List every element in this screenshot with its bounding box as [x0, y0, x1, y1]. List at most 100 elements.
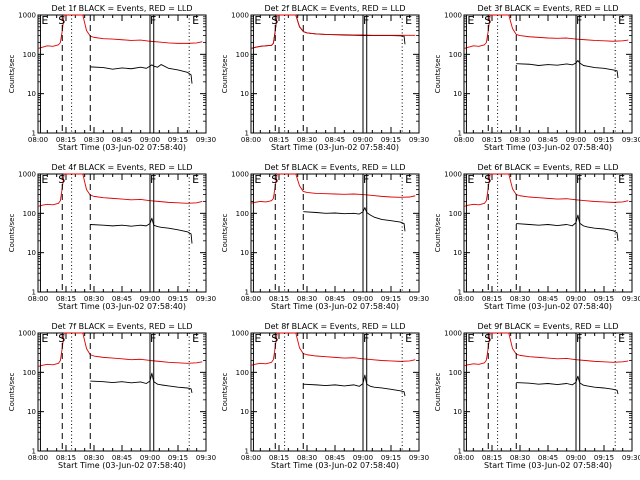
x-tick-label: 08:00 [28, 136, 48, 144]
x-tick-label: 08:30 [510, 454, 530, 462]
x-tick-label: 09:00 [140, 136, 160, 144]
marker-label-e: E [254, 173, 261, 186]
y-tick-label: 1 [245, 448, 249, 456]
marker-label-e: E [41, 173, 48, 186]
y-tick-label: 1 [245, 130, 249, 138]
lld-series-line [37, 332, 203, 368]
x-axis-label: Start Time (03-Jun-02 07:58:40) [484, 302, 612, 311]
x-tick-label: 09:15 [381, 454, 401, 462]
x-axis-label: Start Time (03-Jun-02 07:58:40) [484, 461, 612, 470]
chart-panel-9: Det 9f BLACK = Events, RED = LLD 1 10 100 10… [434, 322, 640, 470]
events-series-line [303, 374, 406, 397]
marker-label-e: E [618, 14, 625, 27]
chart-panel-6: Det 6f BLACK = Events, RED = LLD 1 10 100 10… [434, 163, 640, 311]
x-tick-label: 09:30 [409, 295, 429, 303]
y-tick-label: 1 [32, 130, 36, 138]
x-tick-label: 08:15 [269, 295, 289, 303]
y-tick-label: 10 [240, 408, 249, 416]
lld-series-line [250, 14, 416, 50]
x-tick-label: 08:45 [538, 136, 558, 144]
y-tick-label: 1000 [18, 330, 36, 338]
y-axis-label: Counts/sec [8, 55, 16, 94]
x-tick-label: 09:00 [140, 295, 160, 303]
x-tick-label: 09:30 [196, 136, 216, 144]
y-tick-label: 10 [240, 249, 249, 257]
y-axis-label: Counts/sec [221, 214, 229, 253]
marker-label-s: S [58, 332, 65, 345]
x-axis-label: Start Time (03-Jun-02 07:58:40) [271, 143, 399, 152]
chart-panel-2: Det 2f BLACK = Events, RED = LLD 1 10 100 10… [221, 4, 429, 152]
x-tick-label: 08:30 [297, 295, 317, 303]
lld-series-line [463, 332, 629, 367]
x-tick-label: 08:45 [325, 454, 345, 462]
x-tick-label: 08:15 [269, 136, 289, 144]
y-tick-label: 100 [236, 369, 249, 377]
x-tick-label: 08:30 [297, 454, 317, 462]
x-tick-label: 08:15 [482, 295, 502, 303]
y-tick-label: 100 [449, 210, 462, 218]
x-tick-label: 08:00 [241, 136, 261, 144]
y-tick-label: 100 [23, 210, 36, 218]
y-tick-label: 1 [32, 448, 36, 456]
panel-title: Det 8f BLACK = Events, RED = LLD [264, 322, 405, 331]
plot-frame [37, 332, 207, 452]
x-tick-label: 09:15 [168, 295, 188, 303]
lld-series-line [463, 14, 629, 50]
x-axis-label: Start Time (03-Jun-02 07:58:40) [271, 302, 399, 311]
x-tick-label: 09:15 [381, 136, 401, 144]
y-tick-label: 1000 [231, 330, 249, 338]
y-tick-label: 1 [458, 448, 462, 456]
marker-label-s: S [271, 14, 278, 27]
x-tick-label: 09:00 [140, 454, 160, 462]
marker-label-f: F [363, 14, 369, 27]
events-series-line [90, 64, 193, 84]
panel-title: Det 7f BLACK = Events, RED = LLD [51, 322, 192, 331]
x-tick-label: 09:30 [409, 454, 429, 462]
x-tick-label: 08:45 [325, 136, 345, 144]
marker-label-s: S [271, 332, 278, 345]
x-tick-label: 08:30 [297, 136, 317, 144]
y-tick-label: 1 [458, 289, 462, 297]
marker-label-e: E [467, 173, 474, 186]
x-tick-label: 09:30 [409, 136, 429, 144]
x-tick-label: 09:15 [168, 454, 188, 462]
x-tick-label: 09:00 [566, 295, 586, 303]
lld-series-line [250, 173, 416, 204]
chart-panel-1: Det 1f BLACK = Events, RED = LLD 1 10 100 10… [8, 4, 216, 152]
y-tick-label: 100 [449, 51, 462, 59]
marker-label-e: E [254, 14, 261, 27]
x-tick-label: 08:45 [538, 295, 558, 303]
x-tick-label: 08:00 [454, 295, 474, 303]
events-series-line [90, 217, 193, 244]
x-tick-label: 09:30 [196, 454, 216, 462]
plot-frame [37, 14, 207, 134]
x-tick-label: 09:00 [566, 454, 586, 462]
y-tick-label: 1 [458, 130, 462, 138]
marker-label-e: E [41, 332, 48, 345]
plot-frame [463, 332, 633, 452]
x-tick-label: 08:15 [56, 295, 76, 303]
marker-label-f: F [150, 14, 156, 27]
x-axis-label: Start Time (03-Jun-02 07:58:40) [271, 461, 399, 470]
y-axis-label: Counts/sec [8, 373, 16, 412]
y-tick-label: 100 [449, 369, 462, 377]
x-axis-label: Start Time (03-Jun-02 07:58:40) [58, 461, 186, 470]
x-tick-label: 09:15 [381, 295, 401, 303]
y-axis-label: Counts/sec [434, 55, 442, 94]
panel-title: Det 3f BLACK = Events, RED = LLD [477, 4, 618, 13]
plot-frame [250, 332, 420, 452]
x-tick-label: 08:15 [482, 136, 502, 144]
y-axis-label: Counts/sec [8, 214, 16, 253]
y-tick-label: 100 [23, 51, 36, 59]
y-tick-label: 1000 [444, 171, 462, 179]
x-tick-label: 09:15 [594, 295, 614, 303]
events-series-line [303, 207, 406, 232]
marker-label-s: S [58, 14, 65, 27]
x-tick-label: 08:30 [84, 454, 104, 462]
marker-label-e: E [618, 332, 625, 345]
x-tick-label: 08:45 [538, 454, 558, 462]
y-tick-label: 100 [23, 369, 36, 377]
marker-label-s: S [484, 173, 491, 186]
x-tick-label: 08:30 [510, 136, 530, 144]
